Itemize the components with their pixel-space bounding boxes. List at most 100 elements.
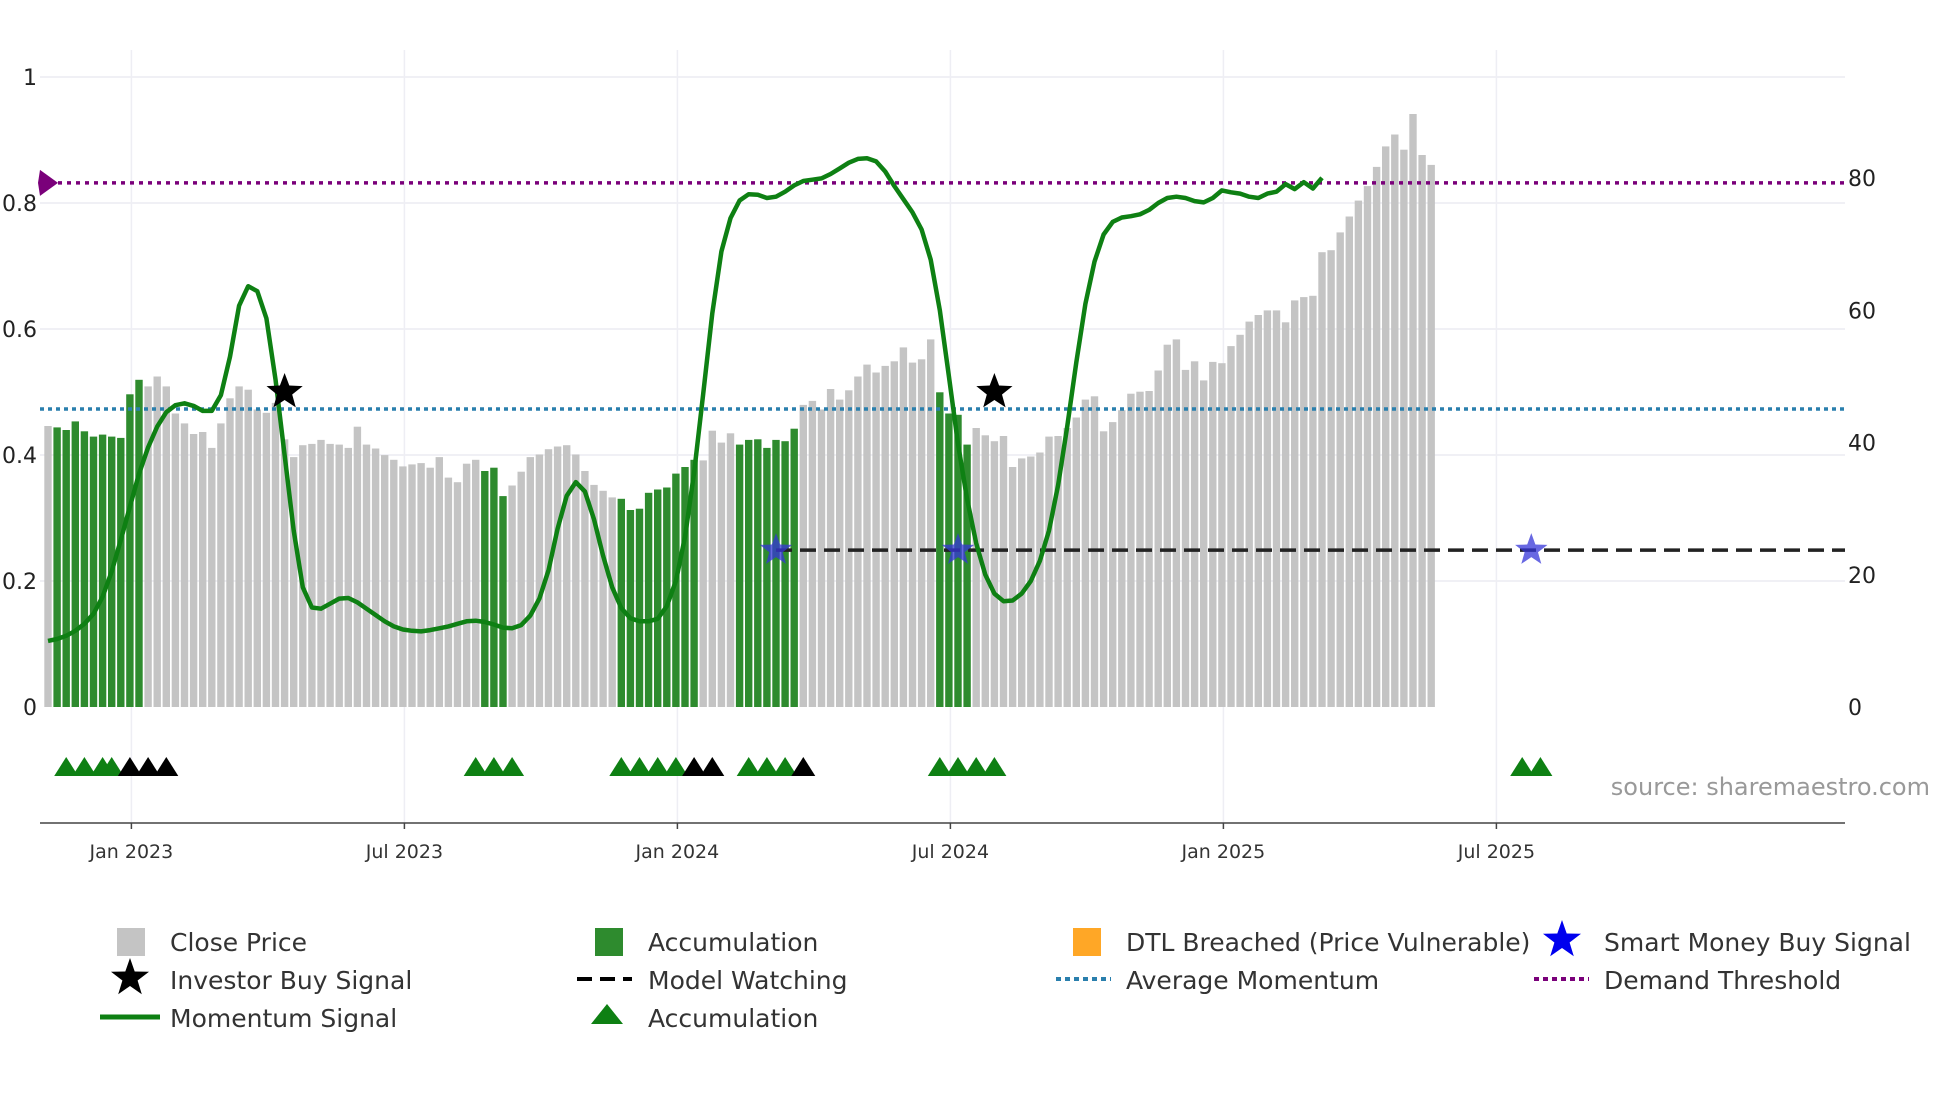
left-tick-label: 0.6 xyxy=(2,318,37,343)
price-bar xyxy=(98,434,107,707)
accumulation-marker xyxy=(117,757,142,776)
investor-star-icon xyxy=(111,958,149,995)
price-bar xyxy=(726,433,735,707)
legend-item-momentum-signal[interactable]: Momentum Signal xyxy=(100,1004,397,1033)
price-bar xyxy=(717,442,726,707)
price-bar xyxy=(244,389,252,707)
price-bar xyxy=(999,436,1008,707)
price-bar xyxy=(417,463,425,707)
price-bar xyxy=(872,372,880,707)
price-bar xyxy=(990,441,999,707)
price-bar xyxy=(1363,186,1372,708)
legend-item-investor-buy[interactable]: Investor Buy Signal xyxy=(111,958,412,995)
price-bar xyxy=(963,444,971,707)
accumulation-marker xyxy=(99,757,124,776)
price-bar xyxy=(1218,363,1226,707)
source-label: source: sharemaestro.com xyxy=(1611,773,1930,801)
price-bar xyxy=(808,400,817,707)
price-bar xyxy=(590,484,598,707)
price-bar xyxy=(435,457,443,707)
legend-item-dtl-breached[interactable]: DTL Breached (Price Vulnerable) xyxy=(1073,928,1530,957)
price-bar xyxy=(162,386,170,707)
price-bar xyxy=(1418,155,1426,707)
price-bar xyxy=(271,402,280,707)
price-bar xyxy=(444,477,453,707)
price-bar xyxy=(399,466,407,707)
smart-money-star-icon xyxy=(1543,920,1581,957)
legend-item-smart-money[interactable]: Smart Money Buy Signal xyxy=(1543,920,1911,957)
legend-item-accumulation-bar[interactable]: Accumulation xyxy=(595,928,818,957)
accumulation-marker xyxy=(927,757,952,776)
accumulation-marker xyxy=(609,757,634,776)
price-bar xyxy=(390,459,398,707)
price-bar xyxy=(972,428,980,707)
price-bar xyxy=(863,364,871,707)
price-bar xyxy=(535,454,544,707)
price-bar xyxy=(235,386,243,707)
price-bar xyxy=(1018,458,1026,707)
accumulation-marker xyxy=(627,757,652,776)
price-bar xyxy=(654,489,662,707)
price-bar xyxy=(317,439,325,707)
price-bar xyxy=(344,447,352,707)
price-bar xyxy=(1109,422,1117,707)
price-bar xyxy=(708,430,716,707)
price-bar xyxy=(927,339,935,707)
price-bar xyxy=(1036,452,1044,707)
price-bar xyxy=(1309,295,1317,707)
price-bar xyxy=(899,347,908,707)
price-bar xyxy=(1236,334,1244,707)
smart-money-star xyxy=(1515,533,1548,564)
price-bar xyxy=(1345,216,1353,707)
legend-label-investor-buy: Investor Buy Signal xyxy=(170,966,412,995)
accumulation-markers xyxy=(54,757,1553,776)
legend-item-model-watching[interactable]: Model Watching xyxy=(577,966,848,995)
price-bar xyxy=(1081,399,1090,707)
right-tick-label: 20 xyxy=(1848,564,1876,589)
price-bar xyxy=(508,485,516,707)
legend-label-dtl-breached: DTL Breached (Price Vulnerable) xyxy=(1126,928,1530,957)
legend-label-model-watching: Model Watching xyxy=(648,966,848,995)
smart-money-star xyxy=(941,533,975,564)
accumulation-marker xyxy=(1510,757,1535,776)
dtl-breached-swatch xyxy=(1073,928,1101,956)
price-bar xyxy=(180,423,189,707)
left-tick-label: 0.2 xyxy=(2,570,37,595)
price-bar xyxy=(353,426,362,707)
price-bar xyxy=(1072,417,1080,707)
price-bar xyxy=(62,430,70,707)
price-bar xyxy=(754,439,762,707)
price-bar xyxy=(1118,410,1126,707)
price-bar xyxy=(1245,321,1253,707)
price-bar xyxy=(663,487,671,707)
close-price-bars xyxy=(44,114,1435,708)
price-bar xyxy=(499,496,507,707)
right-tick-label: 0 xyxy=(1848,696,1862,721)
legend-item-average-momentum[interactable]: Average Momentum xyxy=(1056,966,1379,995)
left-tick-label: 0.8 xyxy=(2,192,37,217)
price-bar xyxy=(217,423,225,707)
x-tick-label: Jan 2023 xyxy=(89,841,174,863)
accumulation-marker xyxy=(964,757,989,776)
price-bar xyxy=(599,490,607,707)
price-bar xyxy=(1391,134,1399,707)
price-bar xyxy=(1291,300,1299,707)
price-bar xyxy=(1227,346,1235,707)
price-bar xyxy=(917,359,926,707)
price-bar xyxy=(526,457,534,707)
legend-item-accumulation-marker[interactable]: Accumulation xyxy=(591,1004,818,1033)
accumulation-marker xyxy=(136,757,161,776)
price-bar xyxy=(1272,310,1281,707)
price-bar xyxy=(799,404,807,707)
legend-item-demand-threshold[interactable]: Demand Threshold xyxy=(1534,966,1841,995)
price-bar xyxy=(854,376,862,707)
price-bar xyxy=(117,437,125,707)
accumulation-marker xyxy=(1528,757,1553,776)
price-bar xyxy=(262,412,271,707)
price-bar xyxy=(826,389,835,707)
price-bar xyxy=(908,362,917,707)
price-bar xyxy=(44,426,52,707)
price-bar xyxy=(1318,252,1326,707)
legend-item-close-price[interactable]: Close Price xyxy=(117,928,307,957)
price-bar xyxy=(1300,297,1308,707)
